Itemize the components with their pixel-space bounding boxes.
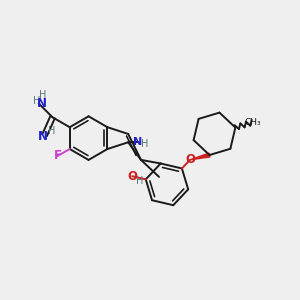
Text: H: H: [136, 176, 143, 186]
Text: N: N: [37, 97, 46, 110]
Text: O: O: [185, 153, 195, 166]
Text: F: F: [54, 149, 62, 162]
Text: N: N: [134, 137, 143, 147]
Polygon shape: [190, 153, 210, 160]
Text: H: H: [39, 89, 46, 100]
Text: O: O: [127, 170, 137, 183]
Text: N: N: [38, 130, 48, 142]
Text: H: H: [33, 97, 40, 106]
Text: CH₃: CH₃: [244, 118, 261, 127]
Text: H: H: [141, 139, 149, 149]
Text: H: H: [48, 126, 55, 136]
